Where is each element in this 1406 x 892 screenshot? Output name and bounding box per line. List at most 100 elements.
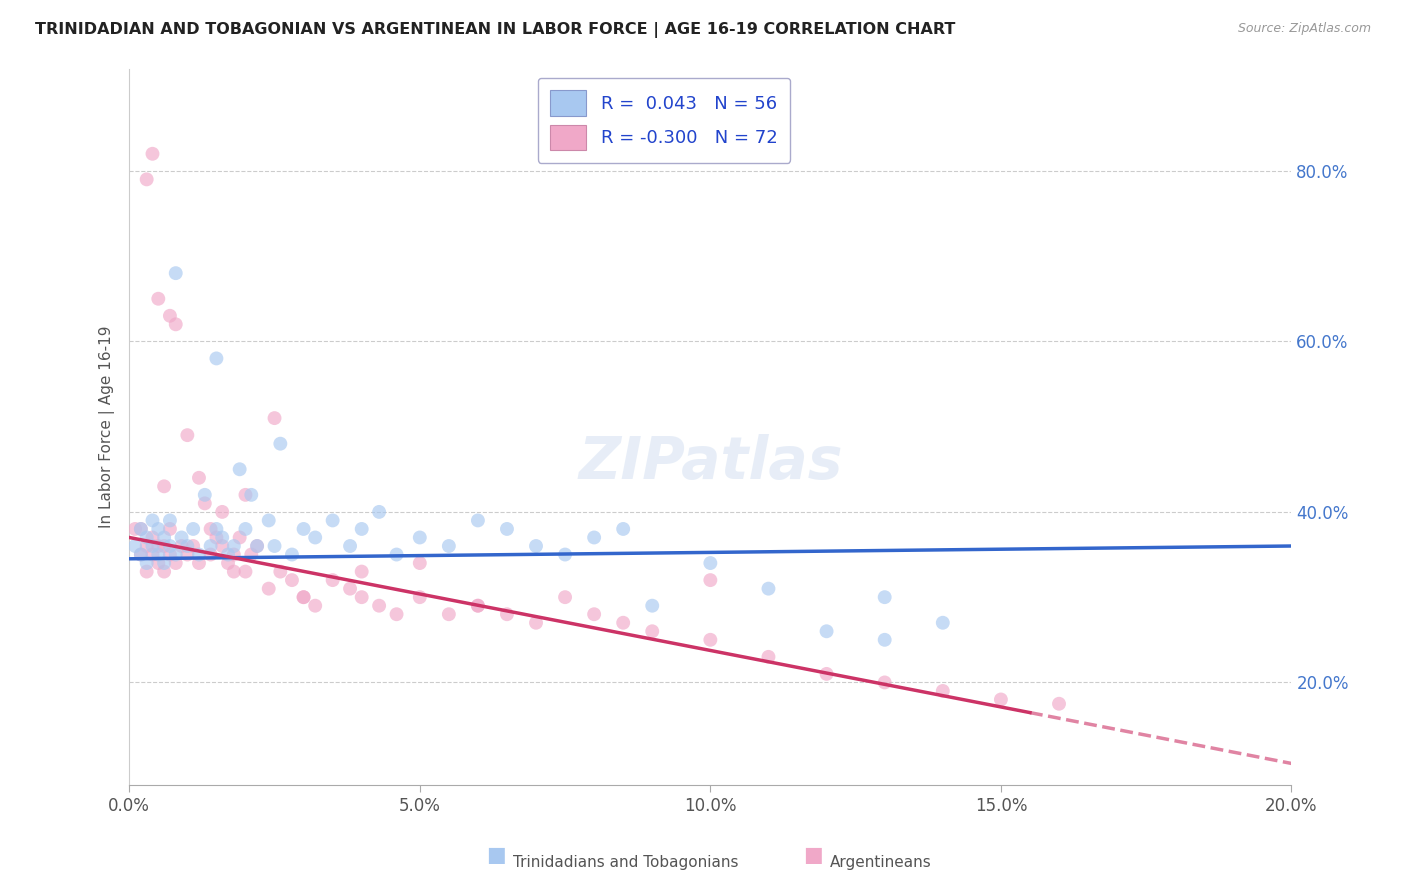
Point [350,590,373,604]
Point [263,539,285,553]
Point [194,496,217,510]
Point [153,479,176,493]
Point [170,539,193,553]
Point [350,522,373,536]
Point [612,522,634,536]
Point [188,556,211,570]
Point [135,565,157,579]
Point [205,522,228,536]
Point [129,522,152,536]
Point [135,556,157,570]
Point [141,548,163,562]
Point [228,531,250,545]
Point [409,556,432,570]
Point [269,436,291,450]
Point [699,556,721,570]
Point [304,599,326,613]
Point [194,488,217,502]
Point [339,582,361,596]
Point [467,599,489,613]
Point [222,539,245,553]
Point [350,565,373,579]
Text: ZIPatlas: ZIPatlas [578,434,842,491]
Point [496,607,519,622]
Legend: R =  0.043   N = 56, R = -0.300   N = 72: R = 0.043 N = 56, R = -0.300 N = 72 [537,78,790,163]
Point [758,582,780,596]
Point [437,607,460,622]
Point [1047,697,1070,711]
Point [217,556,239,570]
Point [641,599,664,613]
Point [409,531,432,545]
Point [211,531,233,545]
Point [257,582,280,596]
Point [322,513,344,527]
Point [292,590,315,604]
Point [211,539,233,553]
Point [873,590,896,604]
Point [815,667,838,681]
Point [165,318,187,332]
Text: ■: ■ [803,846,823,865]
Point [304,531,326,545]
Point [200,548,222,562]
Point [292,590,315,604]
Point [583,607,606,622]
Point [235,522,257,536]
Point [246,539,269,553]
Point [153,539,176,553]
Point [165,556,187,570]
Point [554,590,576,604]
Point [141,146,163,161]
Point [176,548,198,562]
Point [269,565,291,579]
Point [148,522,170,536]
Point [200,539,222,553]
Point [159,539,181,553]
Point [583,531,606,545]
Point [148,539,170,553]
Point [235,488,257,502]
Point [322,573,344,587]
Point [141,513,163,527]
Point [129,548,152,562]
Point [135,539,157,553]
Point [281,573,304,587]
Point [257,513,280,527]
Text: ■: ■ [486,846,506,865]
Point [181,539,204,553]
Point [437,539,460,553]
Point [524,615,547,630]
Point [148,548,170,562]
Point [467,513,489,527]
Point [153,556,176,570]
Text: Trinidadians and Tobagonians: Trinidadians and Tobagonians [513,855,738,870]
Point [148,292,170,306]
Point [148,556,170,570]
Point [211,505,233,519]
Point [129,548,152,562]
Point [165,266,187,280]
Point [153,531,176,545]
Point [612,615,634,630]
Point [339,539,361,553]
Text: TRINIDADIAN AND TOBAGONIAN VS ARGENTINEAN IN LABOR FORCE | AGE 16-19 CORRELATION: TRINIDADIAN AND TOBAGONIAN VS ARGENTINEA… [35,22,956,38]
Point [385,607,408,622]
Point [699,573,721,587]
Point [205,351,228,366]
Point [409,590,432,604]
Point [124,539,146,553]
Point [554,548,576,562]
Point [176,539,198,553]
Point [135,172,157,186]
Y-axis label: In Labor Force | Age 16-19: In Labor Force | Age 16-19 [100,326,115,528]
Point [524,539,547,553]
Point [165,548,187,562]
Point [235,565,257,579]
Point [124,522,146,536]
Point [240,488,263,502]
Point [932,615,955,630]
Point [815,624,838,639]
Point [188,471,211,485]
Point [240,548,263,562]
